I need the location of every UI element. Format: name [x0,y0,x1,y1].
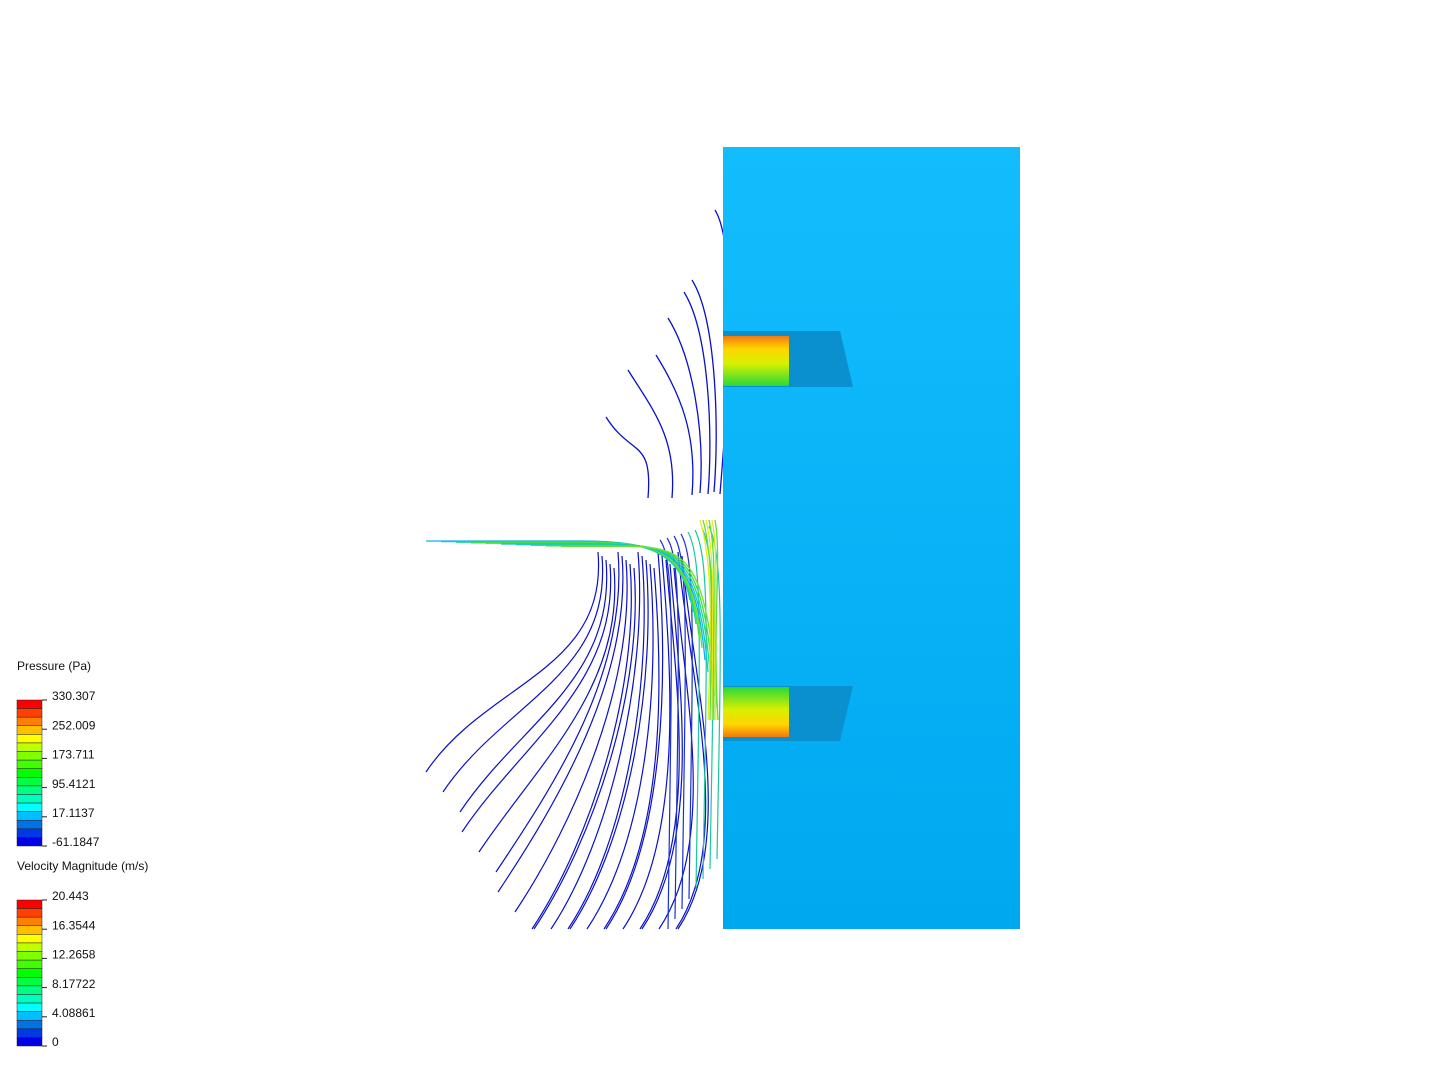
tick-label: 17.1137 [52,806,95,820]
tick-label: 0 [52,1035,59,1049]
color-band [16,734,43,744]
streamline [699,519,712,721]
color-band [16,768,43,778]
streamline [673,535,686,910]
streamline [550,551,641,930]
wall-body [723,147,1020,929]
color-band [16,759,43,769]
color-band [16,925,43,935]
color-band [16,837,43,847]
streamline [425,551,600,773]
streamline [622,555,671,930]
color-band [16,994,43,1004]
streamline [442,555,604,793]
streamlines [425,209,730,930]
color-band [16,742,43,752]
tick-label: 16.3544 [52,918,96,932]
streamline [677,555,709,930]
streamline [680,533,693,900]
color-band [16,1028,43,1038]
tick-label: 12.2658 [52,948,96,962]
streamline [691,279,717,493]
streamline [658,567,694,930]
streamline [605,551,664,930]
color-band [16,942,43,952]
color-band [16,908,43,918]
streamline [711,519,717,721]
color-band [16,785,43,795]
streamline [641,563,683,930]
streamline [683,291,711,495]
color-band [16,1002,43,1012]
color-band [16,934,43,944]
color-band [16,1011,43,1021]
streamline [495,551,620,873]
color-band [16,794,43,804]
color-band [16,819,43,830]
hot-region-lower [723,687,789,737]
streamline [702,519,713,721]
tick-label: 330.307 [52,689,96,703]
color-band [16,959,43,969]
streamline [533,567,636,930]
tick-label: 173.711 [52,748,95,762]
pressure-legend: Pressure (Pa) 330.307 252.009 173.711 95.41… [16,659,100,849]
streamline [569,559,649,930]
color-band [16,1037,43,1047]
streamline [639,559,680,930]
color-band [16,828,43,838]
streamline [667,317,702,494]
tick-label: -61.1847 [52,835,100,849]
streamline [461,563,612,833]
color-band [16,708,43,718]
color-band [16,751,43,761]
streamline [708,525,721,860]
legend-title: Pressure (Pa) [17,659,91,673]
streamline [675,551,707,930]
tick-label: 20.443 [52,889,89,903]
color-band [16,725,43,735]
streamline [666,537,679,920]
streamline [586,563,654,930]
streamline [655,354,694,496]
legend-title: Velocity Magnitude (m/s) [17,859,148,873]
hot-region-upper [723,336,789,386]
color-band [16,811,43,821]
streamline [714,519,719,721]
color-band [16,977,43,987]
color-band [16,716,43,727]
color-band [16,968,43,978]
color-band [16,777,43,787]
tick-label: 4.08861 [52,1006,96,1020]
streamline [501,543,706,661]
color-band [16,951,43,961]
color-band [16,802,43,812]
streamline [531,563,632,930]
color-band [16,916,43,927]
color-band [16,699,43,709]
streamline [705,519,714,721]
tick-label: 252.009 [52,718,96,732]
streamline [603,567,660,930]
streamline [478,567,616,853]
streamline [605,416,650,499]
velocity-legend: Velocity Magnitude (m/s) 20.443 16.3544 12… [16,859,148,1049]
color-band [16,899,43,909]
streamline [497,555,624,893]
streamline [516,543,709,673]
color-band [16,1019,43,1030]
streamline [459,559,608,813]
streamline [708,519,715,721]
streamline [567,555,645,930]
tick-label: 8.17722 [52,977,96,991]
tick-label: 95.4121 [52,777,96,791]
color-band [16,985,43,995]
streamline [514,559,628,913]
streamline [627,369,674,499]
